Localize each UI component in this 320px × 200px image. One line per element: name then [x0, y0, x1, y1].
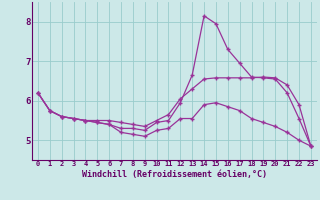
X-axis label: Windchill (Refroidissement éolien,°C): Windchill (Refroidissement éolien,°C) — [82, 170, 267, 179]
